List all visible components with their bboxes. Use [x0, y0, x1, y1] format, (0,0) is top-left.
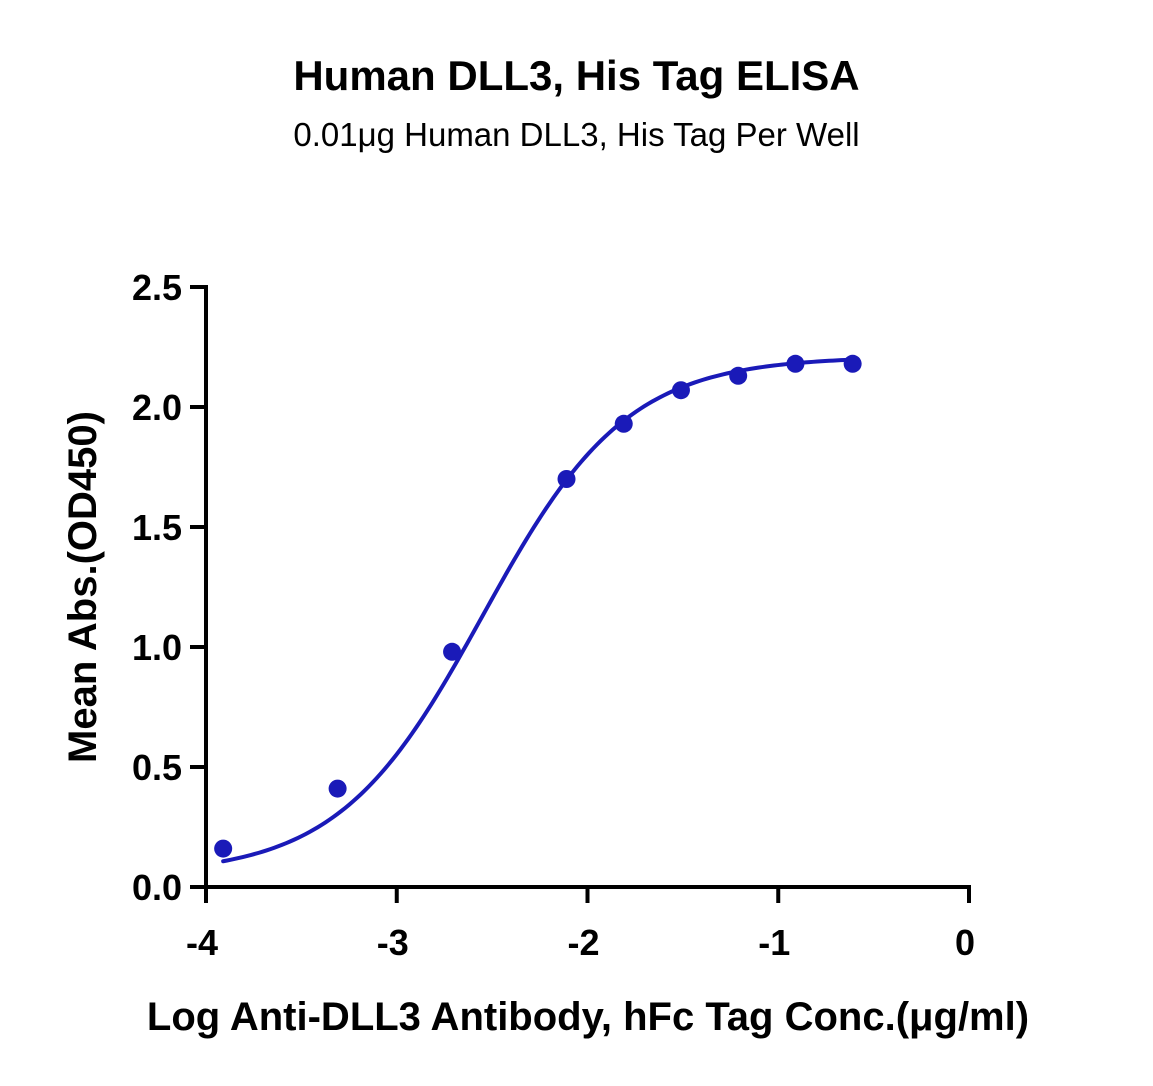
chart-title: Human DLL3, His Tag ELISA: [293, 52, 860, 99]
fit-curve: [221, 357, 855, 864]
x-tick-label: -2: [567, 922, 599, 963]
x-tick-label: 0: [955, 922, 975, 963]
data-point: [729, 366, 748, 385]
y-tick-label: 0.0: [132, 867, 182, 908]
data-point: [328, 779, 347, 798]
x-tick-label: -4: [186, 922, 218, 963]
y-tick-label: 1.5: [132, 507, 182, 548]
x-axis-label: Log Anti-DLL3 Antibody, hFc Tag Conc.(μg…: [147, 995, 1029, 1039]
data-point: [214, 839, 233, 858]
data-point: [671, 381, 690, 400]
data-point: [614, 414, 633, 433]
y-tick-label: 0.5: [132, 747, 182, 788]
y-tick-label: 2.0: [132, 387, 182, 428]
chart-subtitle: 0.01μg Human DLL3, His Tag Per Well: [293, 116, 860, 153]
data-point: [786, 354, 805, 373]
x-tick-label: -1: [758, 922, 790, 963]
y-axis-label: Mean Abs.(OD450): [61, 411, 105, 763]
data-point: [843, 354, 862, 373]
y-tick-label: 1.0: [132, 627, 182, 668]
fit-curve-layer: [221, 357, 855, 864]
data-point: [557, 470, 576, 488]
data-points-layer: [214, 354, 862, 858]
x-tick-label: -3: [377, 922, 409, 963]
y-tick-label: 2.5: [132, 267, 182, 308]
axes: 0.0 0.5 1.0 1.5 2.0 2.5 -4 -3 -2 -1 0: [132, 267, 975, 963]
data-point: [443, 642, 462, 661]
